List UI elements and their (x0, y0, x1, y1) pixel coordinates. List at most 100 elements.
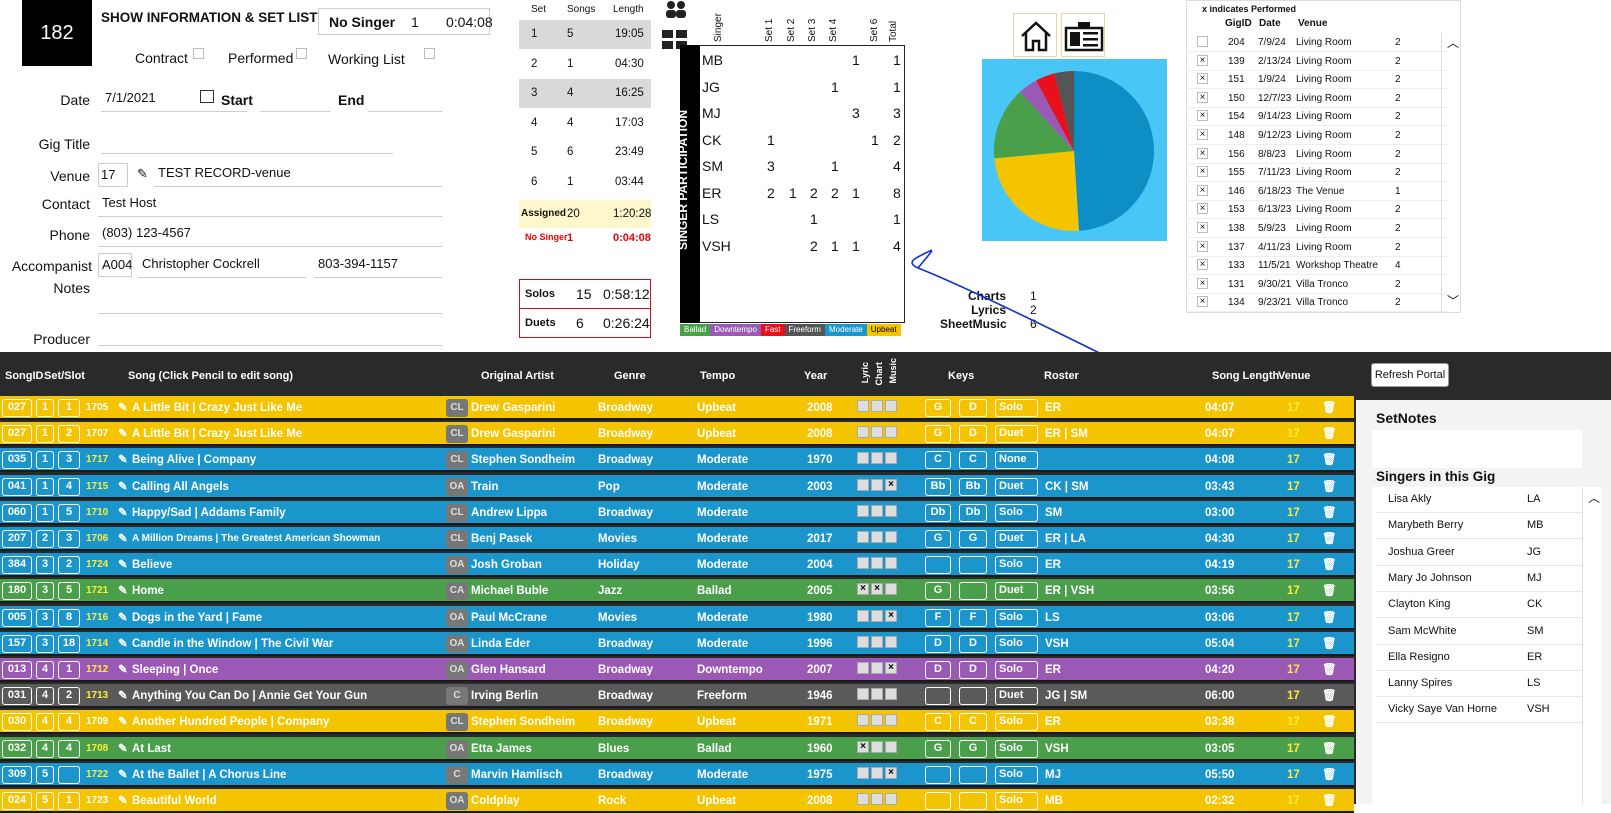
table-row[interactable]: 005 3 8 1716 ✎ Dogs in the Yard | Fame OA Paul … (0, 605, 1354, 630)
pencil-icon[interactable]: ✎ (118, 690, 128, 703)
table-row[interactable]: 027 1 2 1707 ✎ A Little Bit | Crazy Just Like… (0, 422, 1354, 447)
singer-row[interactable]: Ella Resigno ER (1376, 645, 1582, 671)
resource-checkbox[interactable] (871, 400, 883, 412)
history-row[interactable]: × 151 1/9/24 Living Room 2 (1188, 71, 1448, 90)
history-performed-checkbox[interactable]: × (1197, 54, 1208, 66)
end-field[interactable] (368, 88, 442, 112)
date-field[interactable]: 7/1/2021 (101, 88, 247, 112)
history-row[interactable]: × 133 11/5/21 Workshop Theatre 4 (1188, 257, 1448, 276)
pencil-icon[interactable]: ✎ (118, 716, 128, 729)
history-row[interactable]: × 137 4/11/23 Living Room 2 (1188, 239, 1448, 257)
producer-field[interactable] (98, 322, 442, 346)
song-id[interactable]: 027 (2, 425, 32, 444)
slot-number[interactable]: 4 (58, 477, 80, 496)
key-performed[interactable]: C (959, 713, 987, 732)
trash-icon[interactable]: 🗑 (1322, 480, 1337, 493)
performance-type[interactable]: Solo (995, 792, 1038, 810)
set-number[interactable]: 1 (36, 399, 54, 417)
slot-number[interactable]: 3 (58, 451, 80, 470)
set-number[interactable]: 3 (36, 582, 54, 601)
slot-number[interactable]: 5 (58, 582, 80, 601)
resource-checkbox[interactable] (871, 662, 883, 674)
performance-type[interactable]: Solo (995, 556, 1038, 575)
resource-checkbox[interactable]: × (871, 583, 883, 596)
song-id[interactable]: 384 (2, 556, 32, 575)
setnotes-field[interactable] (1372, 430, 1582, 468)
key-original[interactable]: G (925, 739, 951, 758)
song-id[interactable]: 032 (2, 739, 32, 758)
key-performed[interactable]: D (959, 634, 987, 653)
song-id[interactable]: 207 (2, 530, 32, 548)
home-icon[interactable] (1013, 13, 1057, 57)
history-performed-checkbox[interactable]: × (1197, 222, 1208, 233)
table-row[interactable]: 027 1 1 1705 ✎ A Little Bit | Crazy Just Like… (0, 396, 1354, 420)
history-row[interactable]: × 148 9/12/23 Living Room 2 (1188, 127, 1448, 145)
resource-checkbox[interactable] (885, 426, 897, 439)
song-id[interactable]: 309 (2, 765, 32, 784)
resource-checkbox[interactable]: × (857, 740, 869, 753)
key-original[interactable] (925, 765, 951, 784)
trash-icon[interactable]: 🗑 (1322, 716, 1337, 729)
resource-checkbox[interactable]: × (885, 478, 897, 491)
chevron-up-icon[interactable]: ︿ (1447, 36, 1460, 50)
resource-checkbox[interactable] (857, 635, 869, 648)
resource-checkbox[interactable] (857, 766, 869, 779)
resource-checkbox[interactable] (871, 478, 883, 491)
performance-type[interactable]: Solo (995, 765, 1038, 784)
singers-scrollbar[interactable]: ︿ (1582, 487, 1602, 804)
key-original[interactable]: F (925, 608, 951, 627)
refresh-portal-button[interactable]: Refresh Portal (1371, 363, 1449, 387)
performance-type[interactable]: Solo (995, 634, 1038, 653)
trash-icon[interactable]: 🗑 (1322, 585, 1337, 598)
resource-checkbox[interactable] (871, 426, 883, 439)
key-original[interactable]: G (925, 399, 951, 417)
resource-checkbox[interactable] (857, 557, 869, 570)
slot-number[interactable]: 2 (58, 425, 80, 444)
pencil-icon[interactable]: ✎ (137, 166, 148, 181)
key-performed[interactable]: C (959, 451, 987, 470)
performance-type[interactable]: Solo (995, 739, 1038, 758)
resource-checkbox[interactable] (885, 452, 897, 465)
set-number[interactable]: 1 (36, 503, 54, 522)
key-performed[interactable] (959, 582, 987, 601)
trash-icon[interactable]: 🗑 (1322, 768, 1337, 781)
pencil-icon[interactable]: ✎ (118, 795, 128, 807)
phone-field[interactable]: (803) 123-4567 (98, 223, 442, 247)
history-row[interactable]: 204 7/9/24 Living Room 2 (1188, 34, 1448, 52)
history-performed-checkbox[interactable]: × (1197, 91, 1208, 103)
history-row[interactable]: × 154 9/14/23 Living Room 2 (1188, 108, 1448, 127)
set-number[interactable]: 3 (36, 608, 54, 627)
pencil-icon[interactable]: ✎ (118, 611, 128, 624)
performed-checkbox[interactable] (296, 48, 307, 59)
resource-checkbox[interactable] (871, 766, 883, 779)
resource-checkbox[interactable] (871, 504, 883, 517)
performance-type[interactable]: Solo (995, 713, 1038, 732)
song-id[interactable]: 013 (2, 661, 32, 679)
table-row[interactable]: 024 5 1 1723 ✎ Beautiful World OA Coldplay Rock U… (0, 789, 1354, 813)
resource-checkbox[interactable]: × (885, 609, 897, 622)
resource-checkbox[interactable] (857, 531, 869, 543)
key-original[interactable]: D (925, 661, 951, 679)
resource-checkbox[interactable] (885, 504, 897, 517)
set-number[interactable]: 3 (36, 634, 54, 653)
slot-number[interactable]: 1 (58, 792, 80, 810)
table-row[interactable]: 041 1 4 1715 ✎ Calling All Angels OA Train Pop Mo… (0, 474, 1354, 499)
chevron-up-icon[interactable]: ︿ (1588, 491, 1601, 505)
history-performed-checkbox[interactable]: × (1197, 259, 1208, 271)
key-original[interactable]: D (925, 634, 951, 653)
key-original[interactable]: C (925, 451, 951, 470)
set-number[interactable]: 3 (36, 556, 54, 575)
pencil-icon[interactable]: ✎ (118, 585, 128, 598)
set-number[interactable]: 1 (36, 425, 54, 444)
table-row[interactable]: 030 4 4 1709 ✎ Another Hundred People | Compa… (0, 710, 1354, 735)
resource-checkbox[interactable] (885, 583, 897, 596)
song-id[interactable]: 005 (2, 608, 32, 627)
history-performed-checkbox[interactable]: × (1197, 240, 1208, 252)
key-performed[interactable]: D (959, 399, 987, 417)
resource-checkbox[interactable] (871, 635, 883, 648)
history-performed-checkbox[interactable]: × (1197, 277, 1208, 289)
table-row[interactable]: 207 2 3 1706 ✎ A Million Dreams | The Greates… (0, 527, 1354, 551)
key-original[interactable] (925, 687, 951, 706)
pencil-icon[interactable]: ✎ (118, 428, 128, 441)
table-row[interactable]: 031 4 2 1713 ✎ Anything You Can Do | Annie Ge… (0, 684, 1354, 709)
